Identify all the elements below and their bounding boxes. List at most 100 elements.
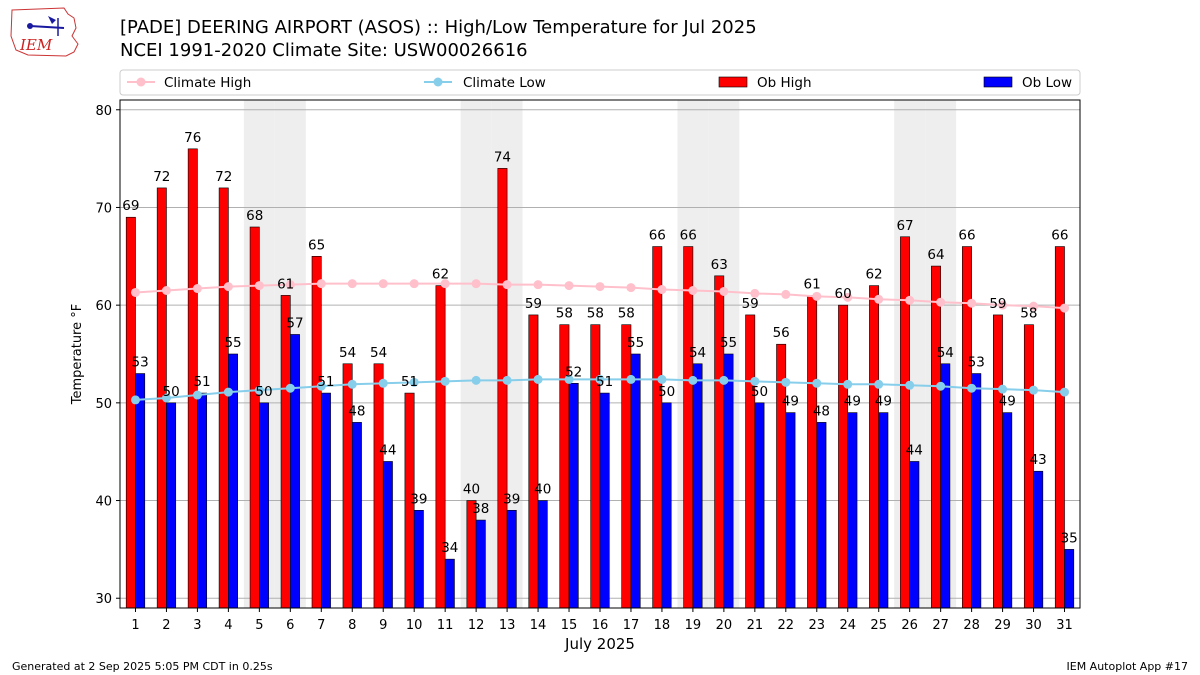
logo-text: IEM (19, 36, 53, 54)
x-tick-label: 20 (716, 618, 733, 633)
climate-low-point (192, 390, 202, 400)
climate-high-point (843, 292, 853, 302)
climate-high-point (254, 281, 264, 291)
ob-low-label: 51 (317, 374, 334, 390)
climate-low-point (595, 374, 605, 384)
ob-high-label: 68 (246, 208, 263, 224)
legend-ob-low-label: Ob Low (1022, 75, 1072, 91)
x-tick-label: 5 (255, 618, 263, 633)
ob-high-bar (807, 295, 818, 609)
ob-high-bar (931, 265, 941, 609)
ob-low-label: 44 (379, 442, 396, 458)
ob-high-bar (125, 216, 136, 609)
climate-high-point (719, 286, 729, 296)
ob-low-bar (692, 363, 703, 609)
x-tick-label: 3 (193, 618, 201, 633)
chart-subtitle: NCEI 1991-2020 Climate Site: USW00026616 (120, 40, 528, 61)
climate-low-point (1029, 385, 1039, 395)
ob-high-label: 58 (1020, 306, 1037, 322)
ob-low-label: 57 (286, 315, 303, 331)
legend-ob-high-label: Ob High (757, 75, 812, 91)
x-tick-label: 31 (1056, 618, 1073, 633)
climate-high-point (657, 285, 667, 295)
x-tick-label: 2 (162, 618, 170, 633)
ob-high-bar (435, 285, 446, 609)
x-tick-label: 18 (654, 618, 671, 633)
ob-low-label: 49 (782, 394, 799, 410)
climate-low-point (998, 384, 1008, 394)
climate-high-point (998, 300, 1008, 310)
ob-low-bar (971, 373, 982, 609)
ob-high-bar (497, 168, 508, 609)
ob-high-bar (745, 314, 756, 609)
ob-low-label: 53 (968, 355, 985, 371)
climate-low-point (812, 378, 822, 388)
legend-ob-high-swatch (718, 76, 748, 88)
climate-high-point (750, 288, 760, 298)
climate-low-point (223, 387, 233, 397)
x-tick-label: 13 (499, 618, 516, 633)
climate-low-point (409, 377, 419, 387)
ob-low-bar (599, 392, 610, 609)
ob-low-label: 50 (751, 384, 768, 400)
ob-low-label: 48 (348, 403, 365, 419)
climate-high-point (347, 279, 357, 289)
ob-high-label: 58 (618, 306, 635, 322)
y-tick-label: 80 (95, 104, 112, 119)
y-tick-label: 30 (95, 592, 112, 607)
ob-high-label: 56 (773, 325, 790, 341)
ob-high-label: 66 (958, 228, 975, 244)
climate-low-point (254, 385, 264, 395)
ob-low-label: 54 (937, 345, 954, 361)
climate-high-point (1060, 303, 1070, 313)
climate-low-point (130, 395, 140, 405)
climate-low-point (378, 378, 388, 388)
ob-low-bar (785, 412, 796, 609)
ob-low-bar (166, 402, 177, 609)
climate-high-point (502, 280, 512, 290)
ob-low-bar (413, 510, 424, 609)
climate-high-point (1029, 301, 1039, 311)
x-tick-label: 11 (437, 618, 454, 633)
iem-logo: IEM (8, 6, 80, 58)
climate-low-point (471, 375, 481, 385)
data-labels: 69 53 72 50 76 51 72 55 68 50 61 57 65 51 54 48 54 44 51 39… (122, 130, 1078, 556)
chart-title: [PADE] DEERING AIRPORT (ASOS) :: High/Lo… (120, 17, 757, 38)
ob-low-label: 49 (875, 394, 892, 410)
ob-high-label: 74 (494, 149, 511, 165)
ob-low-bar (1002, 412, 1013, 609)
ob-high-bar (652, 246, 663, 609)
ob-low-label: 35 (1061, 530, 1078, 546)
x-tick-label: 17 (623, 618, 640, 633)
ob-low-bar (754, 402, 765, 609)
climate-low-point (874, 379, 884, 389)
climate-low-point (316, 381, 326, 391)
ob-high-label: 51 (401, 374, 418, 390)
ob-high-bar (528, 314, 539, 609)
ob-high-label: 64 (927, 247, 944, 263)
climate-low-point (285, 383, 295, 393)
ob-low-label: 55 (627, 335, 644, 351)
climate-high-point (285, 280, 295, 290)
ob-low-bar (351, 422, 362, 609)
climate-low-point (843, 379, 853, 389)
climate-high-point (409, 279, 419, 289)
y-axis-label: Temperature °F (70, 304, 85, 405)
ob-high-label: 76 (184, 130, 201, 146)
legend-climate-high-label: Climate High (164, 75, 251, 91)
y-tick-label: 40 (95, 495, 112, 510)
legend: Climate High Climate Low Ob High Ob Low (119, 69, 1081, 96)
ob-low-label: 50 (255, 384, 272, 400)
ob-low-label: 34 (441, 540, 458, 556)
x-tick-label: 19 (685, 618, 702, 633)
ob-low-bar (630, 353, 641, 609)
ob-low-bar (909, 461, 920, 609)
climate-high-point (471, 279, 481, 289)
climate-low-point (905, 380, 915, 390)
ob-high-label: 59 (742, 296, 759, 312)
ob-low-bar (816, 422, 827, 609)
ob-high-label: 67 (896, 218, 913, 234)
ob-low-label: 50 (163, 384, 180, 400)
ob-low-bar (506, 510, 517, 609)
x-tick-label: 29 (994, 618, 1011, 633)
